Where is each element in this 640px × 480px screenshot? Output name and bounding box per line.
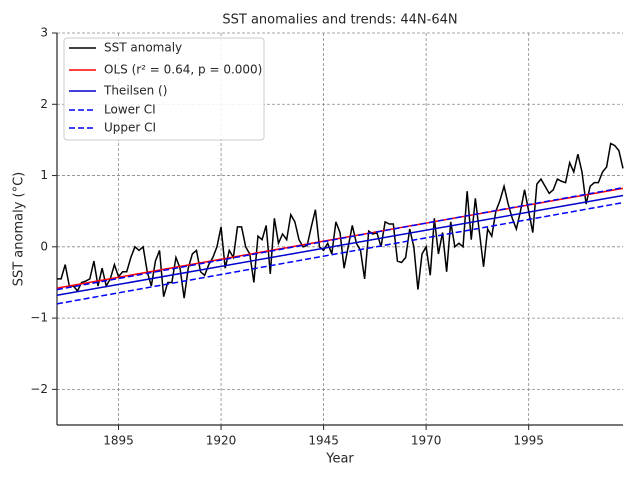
y-tick-label: 1 [40, 168, 48, 182]
legend-label: OLS (r² = 0.64, p = 0.000) [104, 63, 262, 77]
legend-label: SST anomaly [104, 41, 182, 55]
y-axis-label: SST anomaly (°C) [12, 172, 27, 287]
legend-label: Lower CI [104, 103, 156, 117]
x-tick-label: 1945 [308, 434, 339, 448]
y-tick-label: 3 [40, 26, 48, 40]
y-tick-label: 0 [40, 239, 48, 253]
y-tick-label: 2 [40, 97, 48, 111]
legend-label: Theilsen () [103, 84, 167, 98]
legend-label: Upper CI [104, 121, 156, 135]
data-line [56, 186, 624, 291]
y-tick-label: −1 [30, 311, 48, 325]
x-axis-label: Year [325, 452, 354, 467]
data-line [56, 201, 624, 305]
x-tick-label: 1970 [411, 434, 442, 448]
y-tick-label: −2 [30, 382, 48, 396]
legend-box [63, 37, 265, 141]
data-line [57, 142, 624, 299]
x-tick-label: 1995 [513, 434, 544, 448]
chart-title: SST anomalies and trends: 44N-64N [222, 13, 457, 28]
x-tick-label: 1895 [103, 434, 134, 448]
data-line [56, 194, 624, 297]
x-tick-label: 1920 [206, 434, 237, 448]
